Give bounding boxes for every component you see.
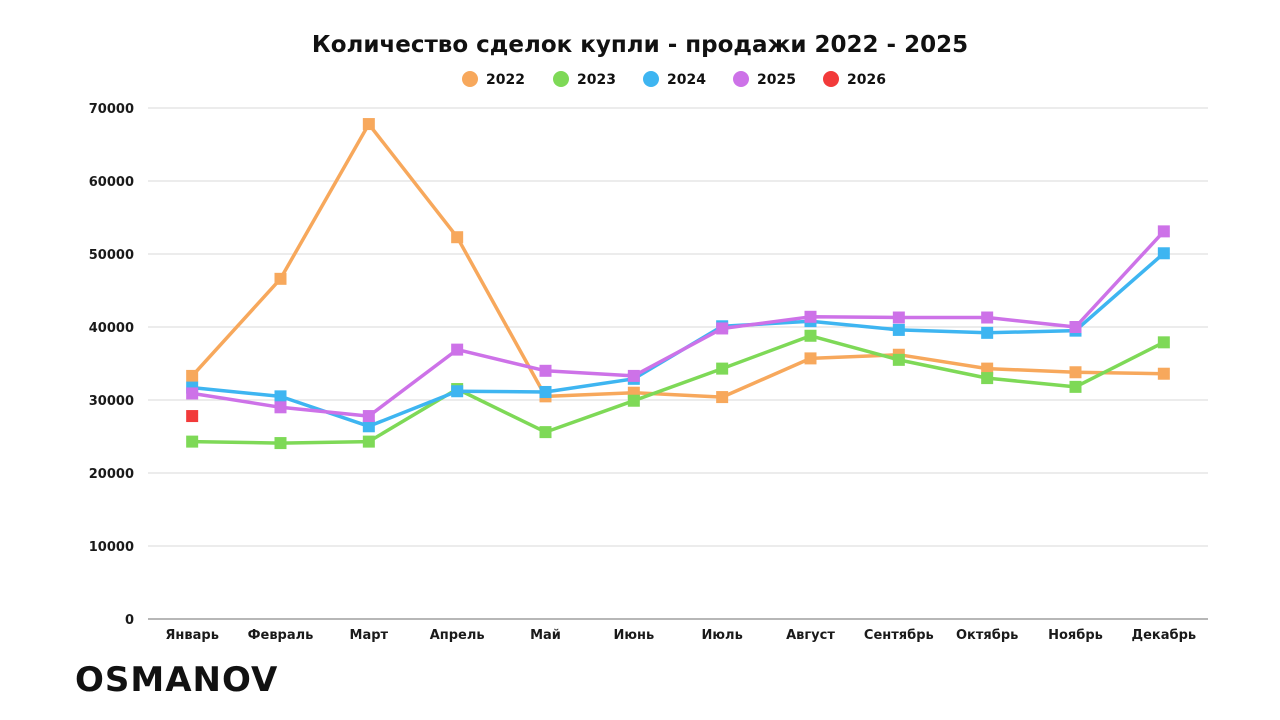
x-tick-label: Ноябрь	[1048, 628, 1103, 643]
data-point	[362, 435, 375, 448]
data-point	[274, 437, 287, 450]
data-point	[186, 387, 199, 400]
legend-marker	[553, 71, 569, 87]
data-point	[1069, 366, 1082, 379]
legend: 2022 2023 2024 2025 2026	[462, 71, 886, 88]
data-point	[1069, 380, 1082, 393]
data-point	[362, 420, 375, 433]
y-tick-label: 70000	[89, 102, 134, 117]
data-point	[362, 118, 375, 131]
series-2023	[186, 329, 1170, 450]
x-tick-label: Август	[786, 628, 835, 643]
y-tick-label: 20000	[89, 467, 134, 482]
x-tick-label: Декабрь	[1132, 628, 1197, 643]
data-point	[716, 322, 729, 335]
data-point	[892, 311, 905, 324]
data-point	[627, 394, 640, 407]
legend-label: 2023	[577, 72, 616, 88]
data-point	[186, 369, 199, 382]
data-point	[892, 323, 905, 336]
y-tick-label: 30000	[89, 394, 134, 409]
brand-logo: OSMANOV	[75, 660, 278, 700]
series-line	[190, 334, 1166, 445]
x-tick-label: Май	[530, 628, 561, 643]
data-point	[804, 310, 817, 323]
series-2024	[186, 247, 1170, 433]
x-tick-label: Февраль	[248, 628, 314, 643]
data-point	[186, 435, 199, 448]
x-tick-label: Март	[350, 628, 389, 643]
data-point	[892, 353, 905, 366]
legend-marker	[823, 71, 839, 87]
data-point	[1157, 225, 1170, 238]
series-2022	[186, 118, 1170, 404]
data-point	[981, 311, 994, 324]
series-2026	[186, 410, 199, 423]
data-point	[804, 329, 817, 342]
data-point	[981, 326, 994, 339]
x-axis-ticks: Январь Февраль Март Апрель Май Июнь Июль Август…	[165, 628, 1196, 643]
data-point	[804, 352, 817, 365]
data-point	[186, 410, 199, 423]
series-line	[190, 122, 1166, 399]
series-2025	[186, 225, 1170, 423]
data-point	[981, 362, 994, 375]
x-tick-label: Сентябрь	[864, 628, 934, 643]
y-tick-label: 60000	[89, 175, 134, 190]
x-tick-label: Октябрь	[956, 628, 1018, 643]
y-tick-label: 50000	[89, 248, 134, 263]
data-point	[1157, 336, 1170, 349]
data-point	[627, 369, 640, 382]
series-line	[190, 229, 1166, 418]
legend-marker	[462, 71, 478, 87]
x-tick-label: Июнь	[613, 628, 654, 643]
series-group	[186, 118, 1170, 450]
x-tick-label: Январь	[165, 628, 219, 643]
legend-label: 2024	[667, 72, 706, 88]
legend-label: 2022	[486, 72, 525, 88]
data-point	[1069, 321, 1082, 333]
data-point	[716, 362, 729, 375]
data-point	[1157, 367, 1170, 380]
chart-title: Количество сделок купли - продажи 2022 -…	[312, 32, 968, 58]
data-point	[539, 385, 552, 398]
legend-marker	[733, 71, 749, 87]
legend-marker	[643, 71, 659, 87]
x-tick-label: Июль	[702, 628, 743, 643]
data-point	[274, 401, 287, 414]
legend-label: 2026	[847, 72, 886, 88]
data-point	[451, 231, 464, 244]
data-point	[362, 410, 375, 423]
data-point	[539, 426, 552, 439]
data-point	[451, 343, 464, 356]
y-tick-label: 0	[125, 613, 134, 628]
x-tick-label: Апрель	[430, 628, 485, 643]
data-point	[1157, 247, 1170, 260]
legend-label: 2025	[757, 72, 796, 88]
data-point	[981, 372, 994, 385]
data-point	[274, 390, 287, 403]
data-point	[451, 385, 464, 398]
data-point	[274, 272, 287, 285]
grid	[148, 107, 1208, 620]
data-point	[539, 364, 552, 377]
y-tick-label: 10000	[89, 540, 134, 555]
y-axis-ticks: 0 10000 20000 30000 40000 50000 60000 70000	[89, 102, 134, 628]
data-point	[716, 391, 729, 404]
y-tick-label: 40000	[89, 321, 134, 336]
